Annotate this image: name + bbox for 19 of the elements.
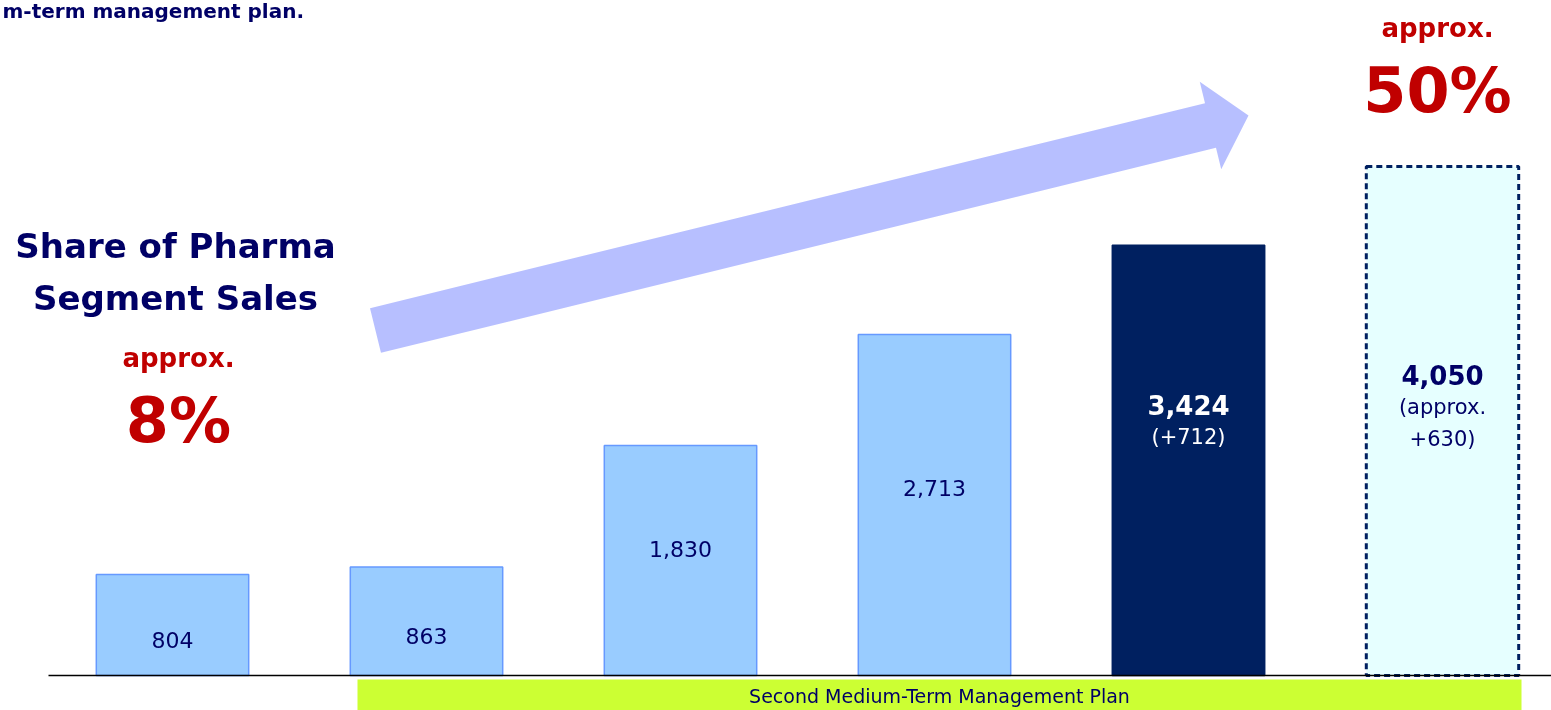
bar [603,444,758,677]
text: approx. [1381,12,1494,43]
data-label: 1,830 [649,537,712,562]
bar [1111,244,1266,677]
chart-title: m-term management plan. [2,0,305,23]
bar [1364,165,1521,677]
bar [349,566,504,677]
annotation: approx. [122,342,235,373]
data-label: 3,424 (+712) [1147,391,1230,450]
annotation: Share of Pharma Segment Sales [15,225,336,318]
bar [857,333,1012,677]
text: 50% [1363,54,1512,127]
data-label: 863 [405,624,448,650]
data-label: 804 [151,627,194,653]
text: Second Medium-Term Management Plan [749,684,1130,707]
data-label: 2,713 [903,475,966,501]
data-label: 4,050 (approx. +630) [1398,360,1487,451]
bar [95,573,250,677]
annotation: 8% [125,384,232,457]
